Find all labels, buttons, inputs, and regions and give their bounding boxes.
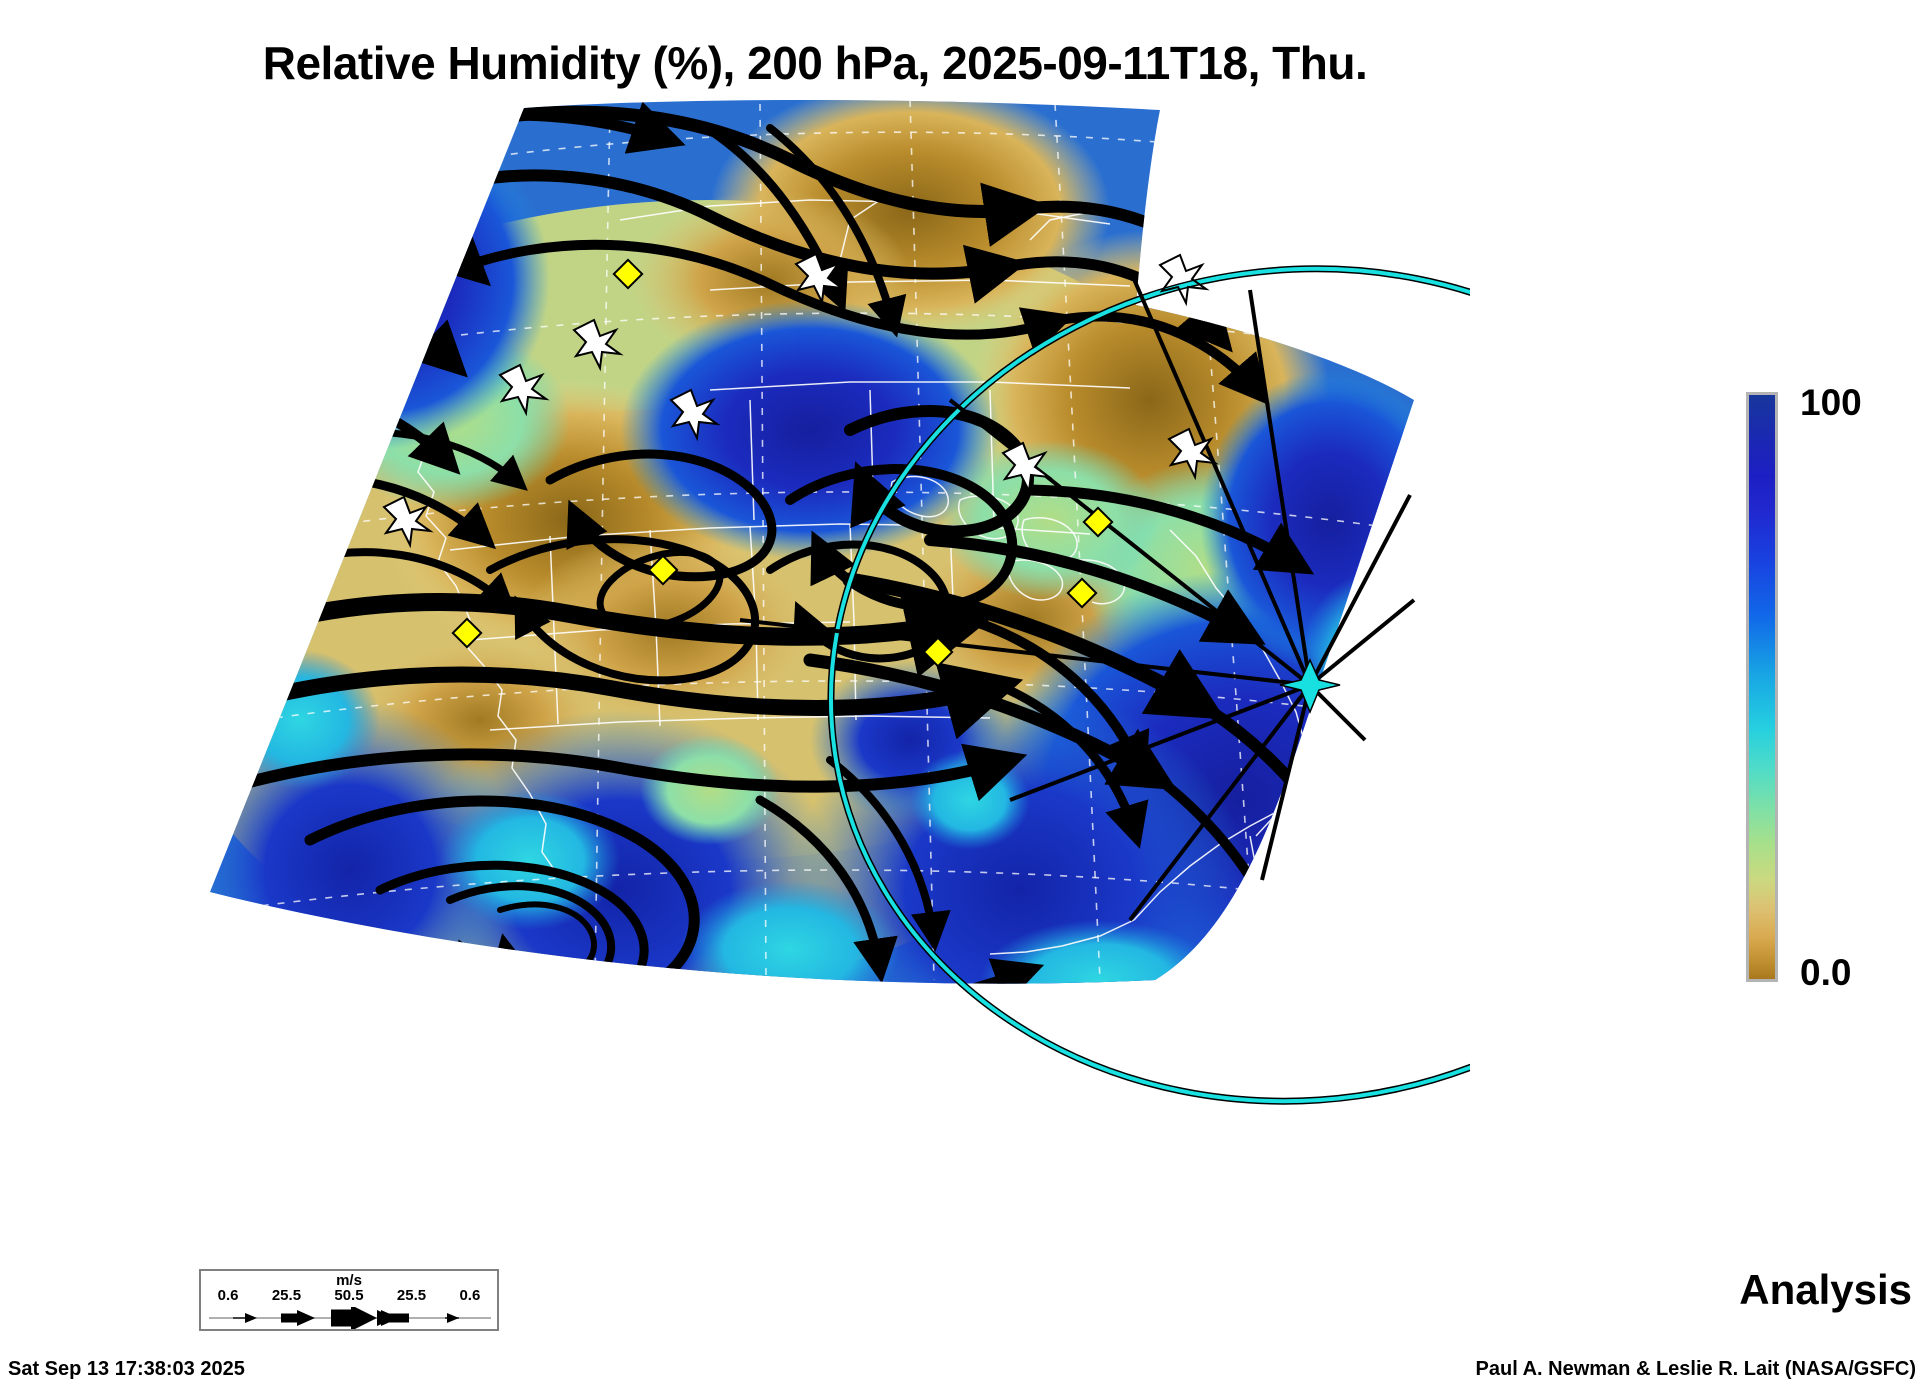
colorbar-gradient[interactable] [1746, 392, 1778, 982]
map-svg[interactable] [150, 100, 1470, 1170]
wind-tick-labels: 0.6 25.5 50.5 25.5 0.6 [201, 1287, 497, 1304]
waypoint-diamond[interactable] [451, 617, 483, 649]
station-star[interactable] [382, 495, 434, 549]
station-star[interactable] [669, 388, 721, 442]
wind-tick-3: 25.5 [396, 1287, 427, 1304]
colorbar[interactable]: 100 0.0 [1746, 382, 1926, 1012]
station-star[interactable] [572, 318, 624, 372]
station-star[interactable] [1167, 427, 1219, 481]
center-star-icon[interactable] [1279, 658, 1341, 714]
product-mode-label: Analysis [1739, 1266, 1912, 1313]
station-markers[interactable] [382, 252, 1219, 549]
wind-tick-2: 50.5 [334, 1287, 364, 1304]
wind-tick-1: 25.5 [271, 1287, 302, 1304]
waypoint-diamond[interactable] [1066, 577, 1098, 609]
station-star[interactable] [1001, 441, 1053, 495]
wind-arrow-scale-icon [209, 1307, 491, 1329]
wind-scale-legend: m/s 0.6 25.5 50.5 25.5 0.6 [199, 1269, 499, 1331]
generation-timestamp: Sat Sep 13 17:38:03 2025 [8, 1358, 245, 1380]
station-star[interactable] [498, 363, 550, 417]
colorbar-min-label: 0.0 [1800, 952, 1852, 993]
wind-unit-label: m/s [336, 1272, 362, 1289]
wind-tick-4: 0.6 [459, 1287, 481, 1304]
map-panel[interactable] [150, 100, 1470, 1170]
colorbar-max-label: 100 [1800, 382, 1862, 423]
waypoint-diamond[interactable] [612, 258, 644, 290]
author-credits: Paul A. Newman & Leslie R. Lait (NASA/GS… [1475, 1358, 1916, 1380]
wind-tick-0: 0.6 [217, 1287, 239, 1304]
radial-azimuth-lines [739, 269, 1416, 922]
waypoint-diamonds[interactable] [451, 258, 1114, 668]
station-star[interactable] [794, 252, 846, 306]
waypoint-diamond[interactable] [1082, 506, 1114, 538]
page-title: Relative Humidity (%), 200 hPa, 2025-09-… [262, 37, 1368, 89]
waypoint-diamond[interactable] [647, 554, 679, 586]
waypoint-diamond[interactable] [922, 636, 954, 668]
range-circle [827, 265, 1470, 1105]
station-star-outline[interactable] [1158, 253, 1210, 307]
